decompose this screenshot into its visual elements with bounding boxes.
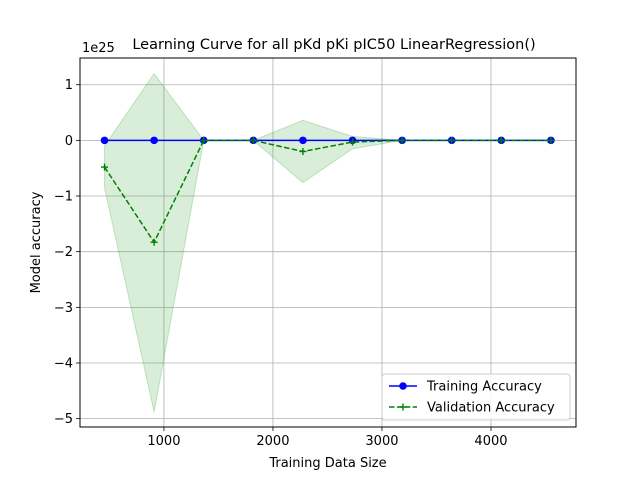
x-axis-label: Training Data Size [268, 456, 386, 471]
x-tick-label: 4000 [474, 434, 507, 449]
y-tick-label: −3 [54, 301, 73, 316]
legend-validation-accuracy-label: Validation Accuracy [427, 401, 555, 416]
x-tick-label: 1000 [147, 434, 180, 449]
y-tick-label: −2 [54, 245, 73, 260]
x-tick-label: 2000 [256, 434, 289, 449]
series-lines [100, 136, 555, 246]
x-tick-label: 3000 [365, 434, 398, 449]
training-accuracy-point [100, 136, 109, 145]
validation-accuracy-point [299, 148, 307, 156]
legend-training-accuracy-marker [399, 382, 407, 390]
validation-accuracy-point [150, 238, 158, 246]
validation-accuracy-point [349, 138, 357, 146]
training-accuracy-point [299, 136, 307, 145]
axis-ticks: 1000 2000 3000 4000 1 0 −1 −2 −3 −4 −5 [54, 78, 508, 449]
validation-accuracy-point [200, 136, 208, 144]
validation-accuracy-line [103, 139, 551, 244]
y-axis-label: Model accuracy [29, 191, 44, 293]
training-accuracy-point [150, 136, 158, 145]
validation-accuracy-point [497, 136, 505, 144]
y-tick-label: −1 [54, 190, 73, 205]
chart-title: Learning Curve for all pKd pKi pIC50 Lin… [132, 37, 535, 53]
y-tick-label: 0 [65, 134, 73, 149]
y-tick-label: 1 [65, 78, 73, 93]
legend-training-accuracy-label: Training Accuracy [426, 380, 542, 395]
legend-box [381, 373, 571, 421]
validation-accuracy-point [101, 163, 109, 171]
validation-accuracy-point [249, 136, 257, 144]
validation-accuracy-point [398, 136, 406, 144]
y-axis-offset-label: 1e25 [82, 41, 115, 56]
legend: Training Accuracy Validation Accuracy [381, 373, 571, 421]
y-tick-label: −5 [54, 412, 73, 427]
validation-accuracy-point [448, 136, 456, 144]
validation-accuracy-point [547, 136, 555, 144]
plot-area-frame [79, 57, 577, 428]
y-tick-label: −4 [54, 356, 73, 371]
